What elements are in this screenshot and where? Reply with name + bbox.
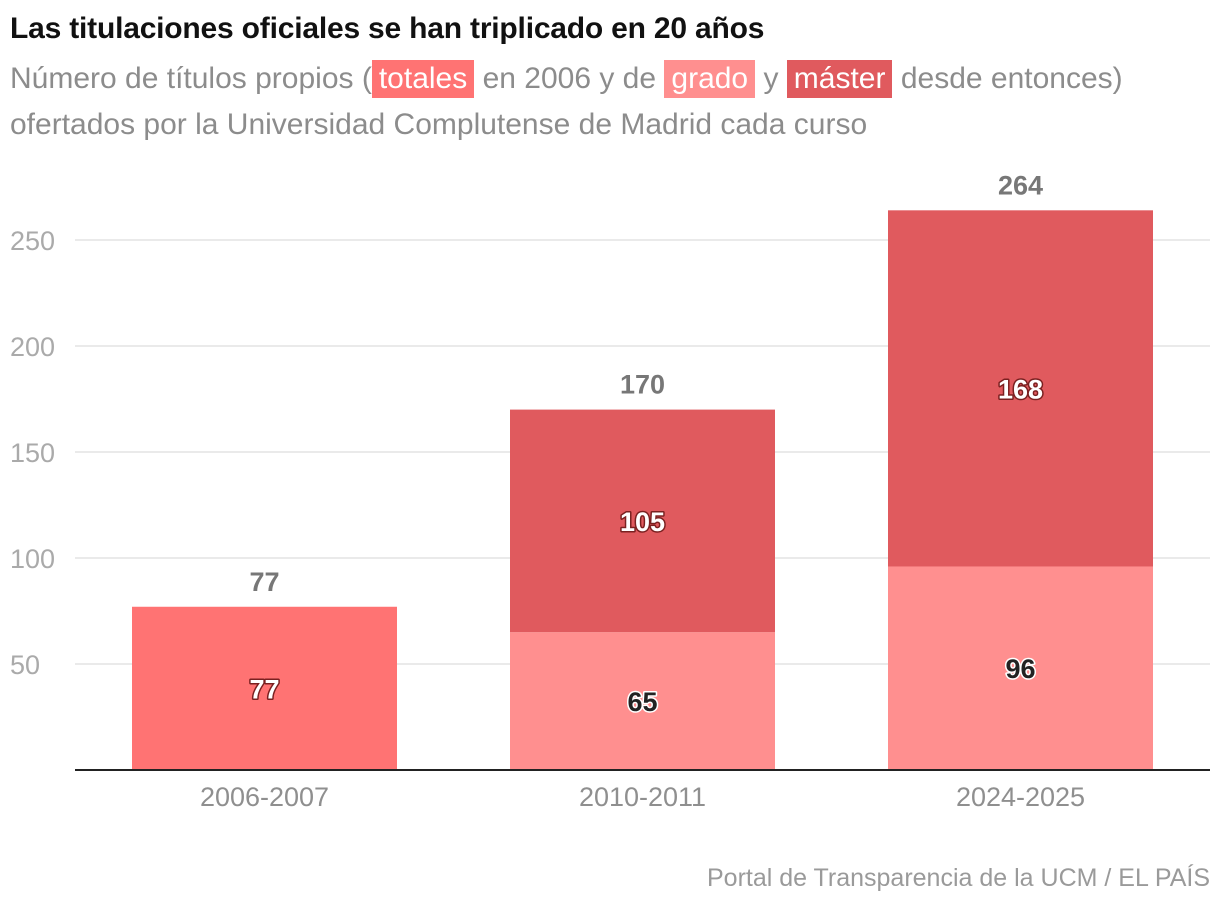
x-category-label-2006-2007: 2006-2007	[200, 782, 329, 812]
y-tick-label-200: 200	[10, 332, 55, 362]
subtitle-text-1: Número de títulos propios (	[10, 62, 372, 95]
legend-chip-totales: totales	[371, 60, 475, 98]
bar-totales-2006-2007	[132, 606, 397, 770]
bar-master-2024-2025	[888, 210, 1153, 567]
segment-label-master-2024-2025: 168	[998, 374, 1043, 404]
source-note: Portal de Transparencia de la UCM / EL P…	[706, 864, 1210, 892]
segment-label-totales-2006-2007: 77	[249, 674, 279, 704]
legend-chip-grado: grado	[664, 60, 756, 98]
segment-label-master-2010-2011: 105	[620, 507, 665, 537]
chart-title: Las titulaciones oficiales se han tripli…	[10, 12, 765, 45]
subtitle-text-3: y	[755, 62, 787, 95]
total-label-2024-2025: 264	[998, 170, 1043, 200]
segment-label-grado-2024-2025: 96	[1005, 654, 1035, 684]
total-label-2010-2011: 170	[620, 370, 665, 400]
subtitle-text-2: en 2006 y de	[474, 62, 665, 95]
segment-label-grado-2010-2011: 65	[627, 687, 657, 717]
bar-layer	[132, 210, 1153, 770]
y-tick-label-150: 150	[10, 438, 55, 468]
y-tick-label-100: 100	[10, 544, 55, 574]
bar-grado-2010-2011	[510, 632, 775, 770]
bar-master-2010-2011	[510, 409, 775, 633]
x-category-label-2024-2025: 2024-2025	[956, 782, 1085, 812]
stacked-bar-chart: 50 100 150 200 250 77 77 2006-2007 65 105 170 2010…	[10, 170, 1210, 812]
subtitle-text-4: desde entonces) ofertados por la Univers…	[10, 62, 1123, 141]
chart-subtitle: Número de títulos propios (totales en 20…	[10, 56, 1210, 148]
y-tick-label-250: 250	[10, 226, 55, 256]
legend-chip-master: máster	[786, 60, 893, 98]
y-tick-label-50: 50	[10, 650, 40, 680]
label-layer: 77 77 2006-2007 65 105 170 2010-2011 96 168 264 20…	[200, 170, 1085, 812]
bar-grado-2024-2025	[888, 566, 1153, 770]
total-label-2006-2007: 77	[249, 567, 279, 597]
x-category-label-2010-2011: 2010-2011	[579, 782, 706, 812]
